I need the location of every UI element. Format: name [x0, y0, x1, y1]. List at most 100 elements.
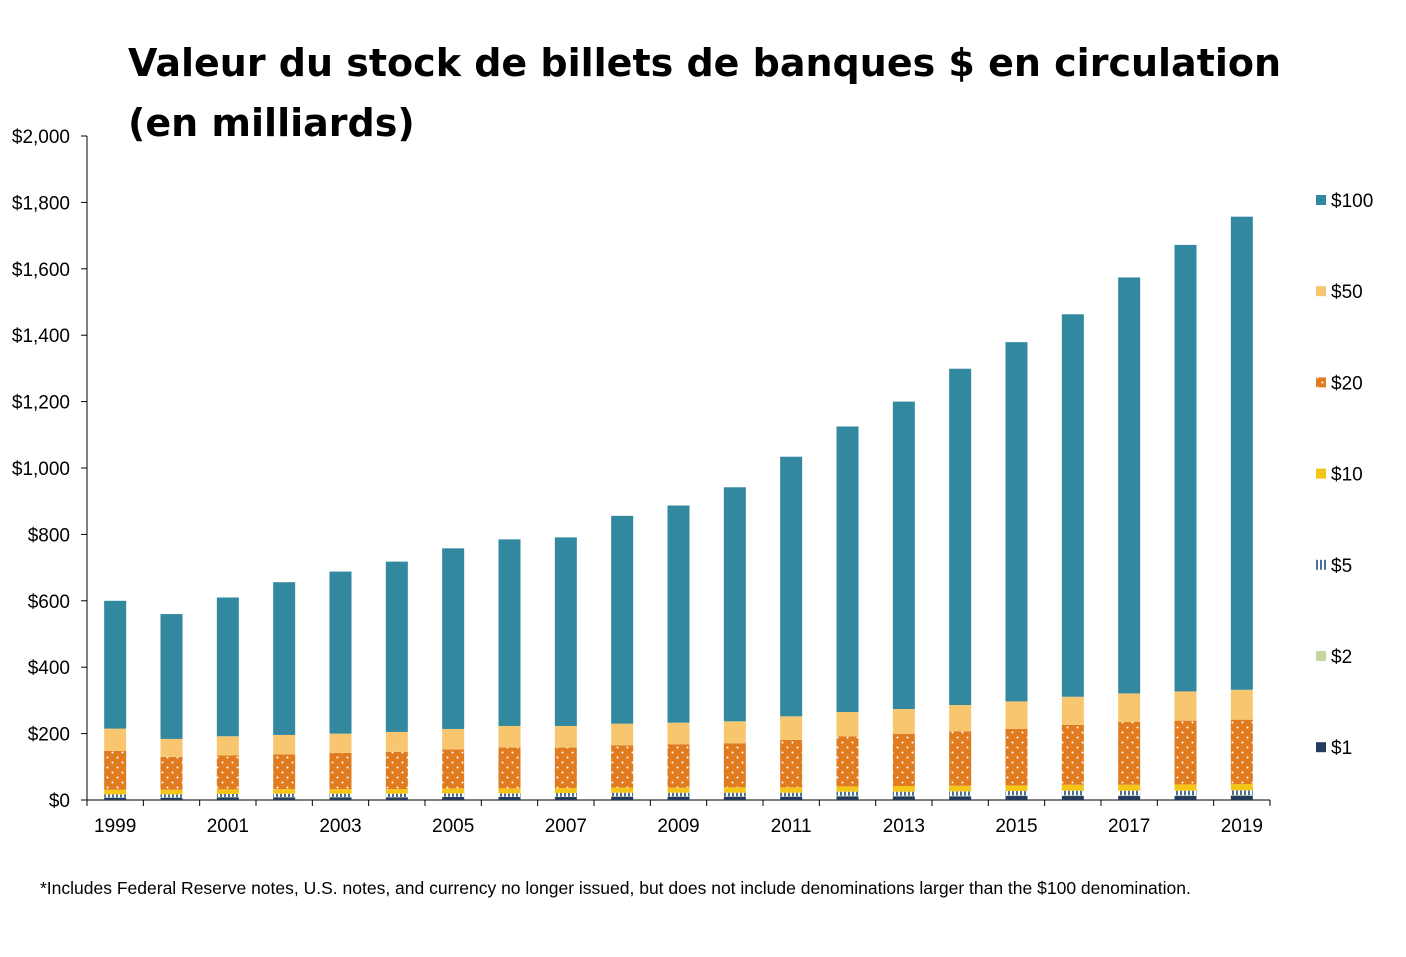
bar-segment-d20-2007	[554, 747, 577, 789]
bar-segment-d2-2012	[836, 795, 859, 797]
bar-segment-d1-2007	[554, 797, 577, 800]
legend-label: $10	[1331, 465, 1363, 486]
bar-segment-d20-2013	[892, 733, 915, 787]
bar-segment-d1-2012	[836, 796, 859, 800]
legend-swatch	[1316, 377, 1326, 388]
bar-segment-d2-2016	[1061, 795, 1084, 797]
chart-title-line-1: Valeur du stock de billets de banques $ …	[128, 41, 1281, 85]
x-tick-label: 1999	[94, 816, 136, 837]
legend-label: $50	[1331, 282, 1363, 303]
y-axis: $0 $200 $400 $600 $800 $1,000 $1,200 $1,400 $1,6…	[12, 127, 88, 812]
y-tick-label: $1,600	[12, 260, 70, 281]
bar-segment-d50-2012	[836, 712, 859, 737]
legend-item-d100: $100	[1316, 191, 1373, 212]
x-tick-label: 2017	[1108, 816, 1150, 837]
bar-segment-d100-2001	[216, 597, 239, 737]
bar-stack-2013	[892, 401, 915, 800]
bar-segment-d50-2000	[160, 738, 183, 757]
bar-segment-d100-2003	[329, 571, 352, 734]
bar-segment-d20-2005	[442, 749, 465, 789]
x-tick-label: 2007	[545, 816, 587, 837]
bar-segment-d5-2000	[160, 794, 183, 798]
bar-stack-2009	[667, 505, 690, 800]
y-tick-label: $0	[49, 791, 70, 812]
y-tick-label: $1,000	[12, 459, 70, 480]
bar-stack-2014	[949, 368, 972, 800]
bar-segment-d5-2002	[273, 793, 296, 798]
bar-segment-d5-2019	[1230, 790, 1253, 796]
bar-segment-d1-2019	[1230, 795, 1253, 800]
bar-segment-d1-2017	[1118, 796, 1141, 800]
bar-segment-d20-2018	[1174, 720, 1197, 785]
bar-stack-2008	[611, 515, 634, 800]
x-tick-label: 2019	[1221, 816, 1263, 837]
legend-item-d10: $10	[1316, 465, 1363, 486]
legend-swatch	[1316, 468, 1326, 479]
bar-segment-d50-2004	[385, 731, 408, 752]
bar-segment-d1-2015	[1005, 796, 1028, 800]
bar-segment-d100-2006	[498, 539, 521, 726]
bar-stack-2005	[442, 548, 465, 800]
footnote: *Includes Federal Reserve notes, U.S. no…	[40, 878, 1191, 898]
bar-segment-d1-2000	[160, 797, 183, 800]
bar-segment-d5-2003	[329, 793, 352, 798]
bar-stack-2002	[273, 582, 296, 800]
bar-stack-2012	[836, 426, 859, 800]
bar-segment-d1-1999	[104, 797, 127, 800]
bar-segment-d10-2009	[667, 787, 690, 793]
legend-swatch	[1316, 195, 1326, 205]
legend-swatch	[1316, 651, 1326, 661]
bar-segment-d100-2002	[273, 582, 296, 735]
bar-segment-d50-2015	[1005, 701, 1028, 729]
legend-label: $5	[1331, 556, 1352, 577]
bar-segment-d20-2004	[385, 751, 408, 790]
bar-segment-d10-1999	[104, 789, 127, 795]
bar-segment-d50-2006	[498, 725, 521, 748]
bar-segment-d100-2009	[667, 505, 690, 723]
bar-segment-d20-2009	[667, 744, 690, 788]
bar-segment-d1-2006	[498, 797, 521, 800]
bar-segment-d50-2018	[1174, 691, 1197, 721]
bar-segment-d100-2005	[442, 548, 465, 729]
x-tick-label: 2011	[771, 816, 812, 837]
bar-stack-1999	[104, 600, 127, 800]
bar-segment-d20-2006	[498, 747, 521, 789]
bar-segment-d1-2010	[723, 796, 746, 800]
bar-segment-d10-2003	[329, 789, 352, 794]
bar-stack-2011	[780, 456, 803, 800]
bar-segment-d20-2014	[949, 731, 972, 786]
legend-label: $20	[1331, 373, 1363, 394]
bar-segment-d20-2019	[1230, 719, 1253, 785]
y-tick-label: $1,400	[12, 326, 70, 347]
bar-segment-d10-2016	[1061, 784, 1084, 791]
bar-segment-d50-2013	[892, 709, 915, 734]
legend-item-d5: $5	[1316, 556, 1352, 577]
bars	[104, 216, 1253, 800]
bar-segment-d50-2003	[329, 733, 352, 753]
bar-segment-d5-2013	[892, 791, 915, 796]
bar-segment-d10-2011	[780, 787, 803, 793]
bar-segment-d100-2017	[1118, 277, 1141, 694]
y-tick-label: $600	[28, 592, 70, 613]
bar-segment-d10-2017	[1118, 784, 1141, 791]
bar-segment-d50-2007	[554, 725, 577, 748]
legend: $100 $50 $20 $10 $5 $2 $1	[1316, 191, 1373, 759]
bar-segment-d20-2012	[836, 736, 859, 787]
bar-segment-d5-2004	[385, 793, 408, 798]
bar-segment-d10-2008	[611, 787, 634, 793]
bar-segment-d10-2013	[892, 786, 915, 792]
bar-segment-d20-2016	[1061, 724, 1084, 785]
bar-segment-d5-2018	[1174, 790, 1197, 796]
bar-segment-d5-2017	[1118, 790, 1141, 796]
bar-segment-d50-2010	[723, 721, 746, 744]
bar-segment-d10-2004	[385, 789, 408, 794]
bar-segment-d2-2015	[1005, 795, 1028, 797]
bar-segment-d1-2014	[949, 796, 972, 800]
legend-swatch	[1316, 286, 1326, 297]
x-axis: 1999 2001 2003 2005 2007 2009 2011 2013 2015 2017…	[86, 799, 1271, 837]
bar-segment-d1-2005	[442, 797, 465, 800]
bar-segment-d5-2014	[949, 791, 972, 796]
bar-segment-d100-2012	[836, 426, 859, 713]
bar-segment-d10-2019	[1230, 784, 1253, 791]
legend-label: $100	[1331, 191, 1373, 212]
